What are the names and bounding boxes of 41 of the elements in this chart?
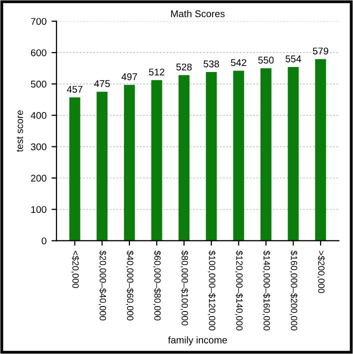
x-tick-label: $40,000–$60,000	[126, 250, 134, 320]
bar	[178, 75, 190, 241]
bar	[288, 67, 299, 241]
x-tick-label: $80,000–$100,000	[180, 250, 188, 326]
y-tick-label: 0	[42, 237, 46, 244]
bar	[233, 70, 244, 241]
y-tick-label: 700	[31, 18, 46, 25]
bar	[206, 72, 217, 241]
x-tick-label: $140,000–$160,000	[262, 250, 270, 330]
y-tick-label: 600	[31, 49, 46, 56]
data-label: 475	[94, 80, 110, 88]
y-tick-label: 500	[30, 80, 46, 88]
data-label: 550	[258, 56, 274, 64]
bar	[151, 80, 162, 241]
bar	[69, 97, 80, 241]
x-tick-label: $120,000–$140,000	[235, 250, 243, 330]
data-label: 538	[204, 60, 220, 68]
bar	[124, 84, 135, 241]
data-label: 579	[312, 48, 328, 54]
x-tick-label: >$200,000	[317, 250, 325, 294]
y-tick-label: 400	[30, 112, 46, 119]
y-tick-label: 300	[30, 143, 46, 150]
y-axis-title: test score	[16, 110, 24, 152]
data-label: 457	[66, 86, 82, 93]
data-label: 497	[122, 73, 138, 80]
x-tick-label: <$20,000	[71, 250, 80, 288]
y-tick-label: 200	[31, 174, 46, 182]
x-tick-label: $100,000–$120,000	[208, 250, 216, 330]
x-tick-label: $20,000–$40,000	[98, 250, 106, 320]
data-label: 554	[286, 56, 302, 62]
chart-title: Math Scores	[171, 10, 225, 18]
x-tick-label: $160,000–$200,000	[290, 250, 298, 330]
x-axis-title: family income	[168, 336, 227, 346]
data-label: 528	[176, 64, 192, 70]
x-tick-label: $60,000–$80,000	[153, 250, 162, 320]
data-label: 512	[148, 68, 164, 76]
data-label: 542	[230, 59, 246, 66]
bar	[315, 59, 326, 241]
bar	[260, 68, 272, 241]
y-tick-label: 100	[31, 206, 46, 213]
bar	[96, 92, 108, 241]
